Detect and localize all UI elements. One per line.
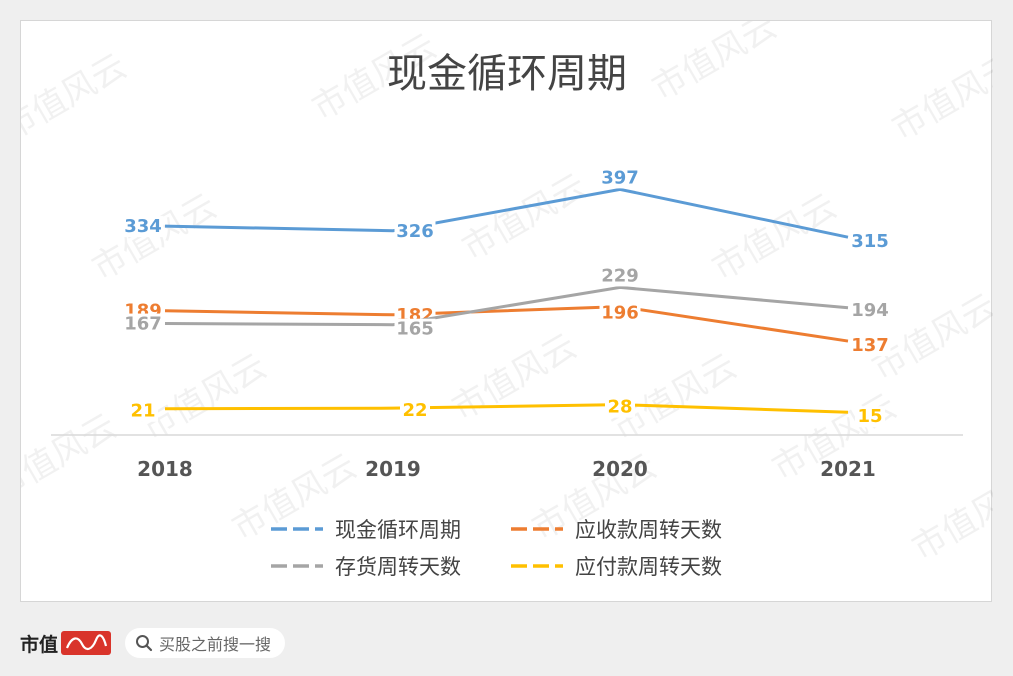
search-icon: [136, 635, 153, 652]
data-label-bg: [849, 299, 891, 321]
x-tick-label: 2019: [365, 457, 421, 481]
brand-logo-mark: [66, 634, 108, 650]
data-label: 196: [601, 303, 639, 324]
data-label: 167: [124, 314, 162, 335]
data-label: 15: [857, 406, 882, 427]
data-label-bg: [605, 396, 635, 418]
watermark-text: 市值风云: [706, 186, 844, 289]
data-label-bg: [849, 335, 891, 357]
data-label-bg: [394, 220, 436, 242]
legend-item: 存货周转天数: [271, 555, 461, 579]
series-line: [164, 305, 849, 343]
data-label-bg: [599, 302, 641, 324]
data-label-bg: [400, 400, 430, 422]
watermark-text: 市值风云: [906, 466, 994, 569]
data-label-bg: [128, 400, 158, 422]
data-label: 229: [601, 265, 639, 286]
chart-title: 现金循环周期: [387, 51, 627, 97]
legend-item: 应付款周转天数: [511, 555, 722, 579]
search-box[interactable]: 买股之前搜一搜: [125, 628, 286, 658]
data-label-bg: [599, 167, 641, 189]
data-label: 334: [124, 216, 162, 237]
brand-logo: [61, 631, 112, 655]
x-tick-label: 2020: [592, 457, 648, 481]
data-label: 137: [851, 335, 889, 356]
chart-card: 市值风云 市值风云 市值风云 市值风云 市值风云 市值风云 市值风云 市值风云 市值风云 市值风云…: [20, 20, 993, 602]
watermark-text: 市值风云: [646, 21, 784, 109]
data-label-bg: [599, 265, 641, 287]
watermark-text: 市值风云: [446, 326, 584, 429]
watermark-text: 市值风云: [86, 186, 224, 289]
series-line: [164, 403, 849, 414]
line-chart: 市值风云市值风云市值风云市值风云市值风云市值风云市值风云市值风云市值风云市值风云…: [21, 21, 993, 579]
data-label: 165: [396, 319, 434, 340]
data-label-bg: [849, 231, 891, 253]
footer: 市值 买股之前搜一搜: [20, 626, 286, 660]
watermark-text: 市值风云: [886, 46, 994, 149]
brand-name: 市值: [20, 633, 59, 656]
data-label: 28: [607, 397, 632, 418]
legend-label: 现金循环周期: [335, 518, 461, 542]
series-line: [164, 285, 849, 327]
watermark-text: 市值风云: [456, 166, 594, 269]
legend-label: 应付款周转天数: [575, 555, 722, 579]
watermark-text: 市值风云: [136, 346, 274, 449]
x-tick-label: 2021: [820, 457, 876, 481]
data-label: 315: [851, 231, 889, 252]
legend-label: 应收款周转天数: [575, 518, 722, 542]
data-label: 397: [601, 167, 639, 188]
data-label: 194: [851, 300, 889, 321]
x-tick-label: 2018: [137, 457, 193, 481]
legend-item: 应收款周转天数: [511, 518, 722, 542]
legend-label: 存货周转天数: [335, 555, 461, 579]
x-axis-ticks: 2018 2019 2020 2021: [137, 457, 876, 481]
data-label-bg: [394, 318, 436, 340]
legend-item: 现金循环周期: [271, 518, 461, 542]
search-placeholder: 买股之前搜一搜: [159, 635, 272, 654]
data-label: 326: [396, 221, 434, 242]
watermark-layer: 市值风云市值风云市值风云市值风云市值风云市值风云市值风云市值风云市值风云市值风云…: [21, 21, 993, 569]
series-line: [164, 187, 849, 239]
watermark-text: 市值风云: [21, 46, 133, 149]
watermark-text: 市值风云: [21, 406, 123, 509]
data-label-bg: [122, 313, 164, 335]
data-label-bg: [122, 216, 164, 238]
data-label: 21: [130, 401, 155, 422]
data-label-bg: [855, 406, 885, 428]
data-label: 22: [402, 400, 427, 421]
